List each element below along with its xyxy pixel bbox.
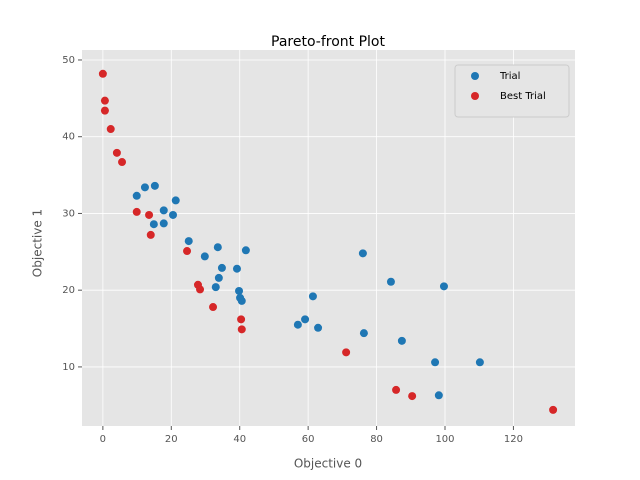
point <box>149 220 158 229</box>
x-tick-label: 80 <box>370 434 383 445</box>
point <box>434 391 443 400</box>
point <box>214 273 223 282</box>
point <box>431 358 440 367</box>
point <box>358 249 367 258</box>
point <box>217 263 226 272</box>
point <box>237 325 246 334</box>
x-tick-label: 100 <box>435 434 454 445</box>
point <box>183 247 192 256</box>
point <box>308 292 317 301</box>
point <box>140 183 149 192</box>
x-tick-label: 40 <box>233 434 246 445</box>
point <box>392 385 401 394</box>
point <box>169 210 178 219</box>
x-axis-label: Objective 0 <box>294 457 362 471</box>
point <box>132 191 141 200</box>
point <box>159 206 168 215</box>
point <box>549 405 558 414</box>
point <box>342 348 351 357</box>
point <box>237 315 246 324</box>
y-tick-label: 50 <box>62 55 75 66</box>
point <box>98 69 107 78</box>
x-tick-label: 120 <box>504 434 523 445</box>
point <box>301 315 310 324</box>
point <box>171 196 180 205</box>
point <box>106 125 115 134</box>
legend-label: Trial <box>499 71 520 82</box>
point <box>232 264 241 273</box>
legend-box <box>454 64 570 118</box>
point <box>200 252 209 261</box>
point <box>213 243 222 252</box>
point <box>237 296 246 305</box>
point <box>100 106 109 115</box>
x-tick-label: 60 <box>302 434 315 445</box>
point <box>439 282 448 291</box>
y-tick-label: 20 <box>62 285 75 296</box>
point <box>397 336 406 345</box>
legend-label: Best Trial <box>500 91 546 102</box>
legend-marker <box>471 72 479 80</box>
y-axis-label: Objective 1 <box>31 209 45 277</box>
point <box>386 277 395 286</box>
point <box>132 207 141 216</box>
point <box>184 237 193 246</box>
y-tick-label: 30 <box>62 208 75 219</box>
point <box>150 181 159 190</box>
point <box>211 283 220 292</box>
y-tick-label: 10 <box>62 362 75 373</box>
point <box>146 230 155 239</box>
point <box>159 219 168 228</box>
point <box>100 96 109 105</box>
point <box>241 246 250 255</box>
y-tick-label: 40 <box>62 132 75 143</box>
point <box>118 158 127 167</box>
point <box>359 329 368 338</box>
point <box>314 323 323 332</box>
point <box>145 210 154 219</box>
point <box>112 148 121 157</box>
x-tick-label: 20 <box>165 434 178 445</box>
point <box>475 358 484 367</box>
point <box>209 303 218 312</box>
point <box>196 285 205 294</box>
chart-title: Pareto-front Plot <box>271 34 385 50</box>
x-tick-label: 0 <box>100 434 106 445</box>
legend-marker <box>471 92 479 100</box>
point <box>293 320 302 329</box>
point <box>235 286 244 295</box>
point <box>408 392 417 401</box>
